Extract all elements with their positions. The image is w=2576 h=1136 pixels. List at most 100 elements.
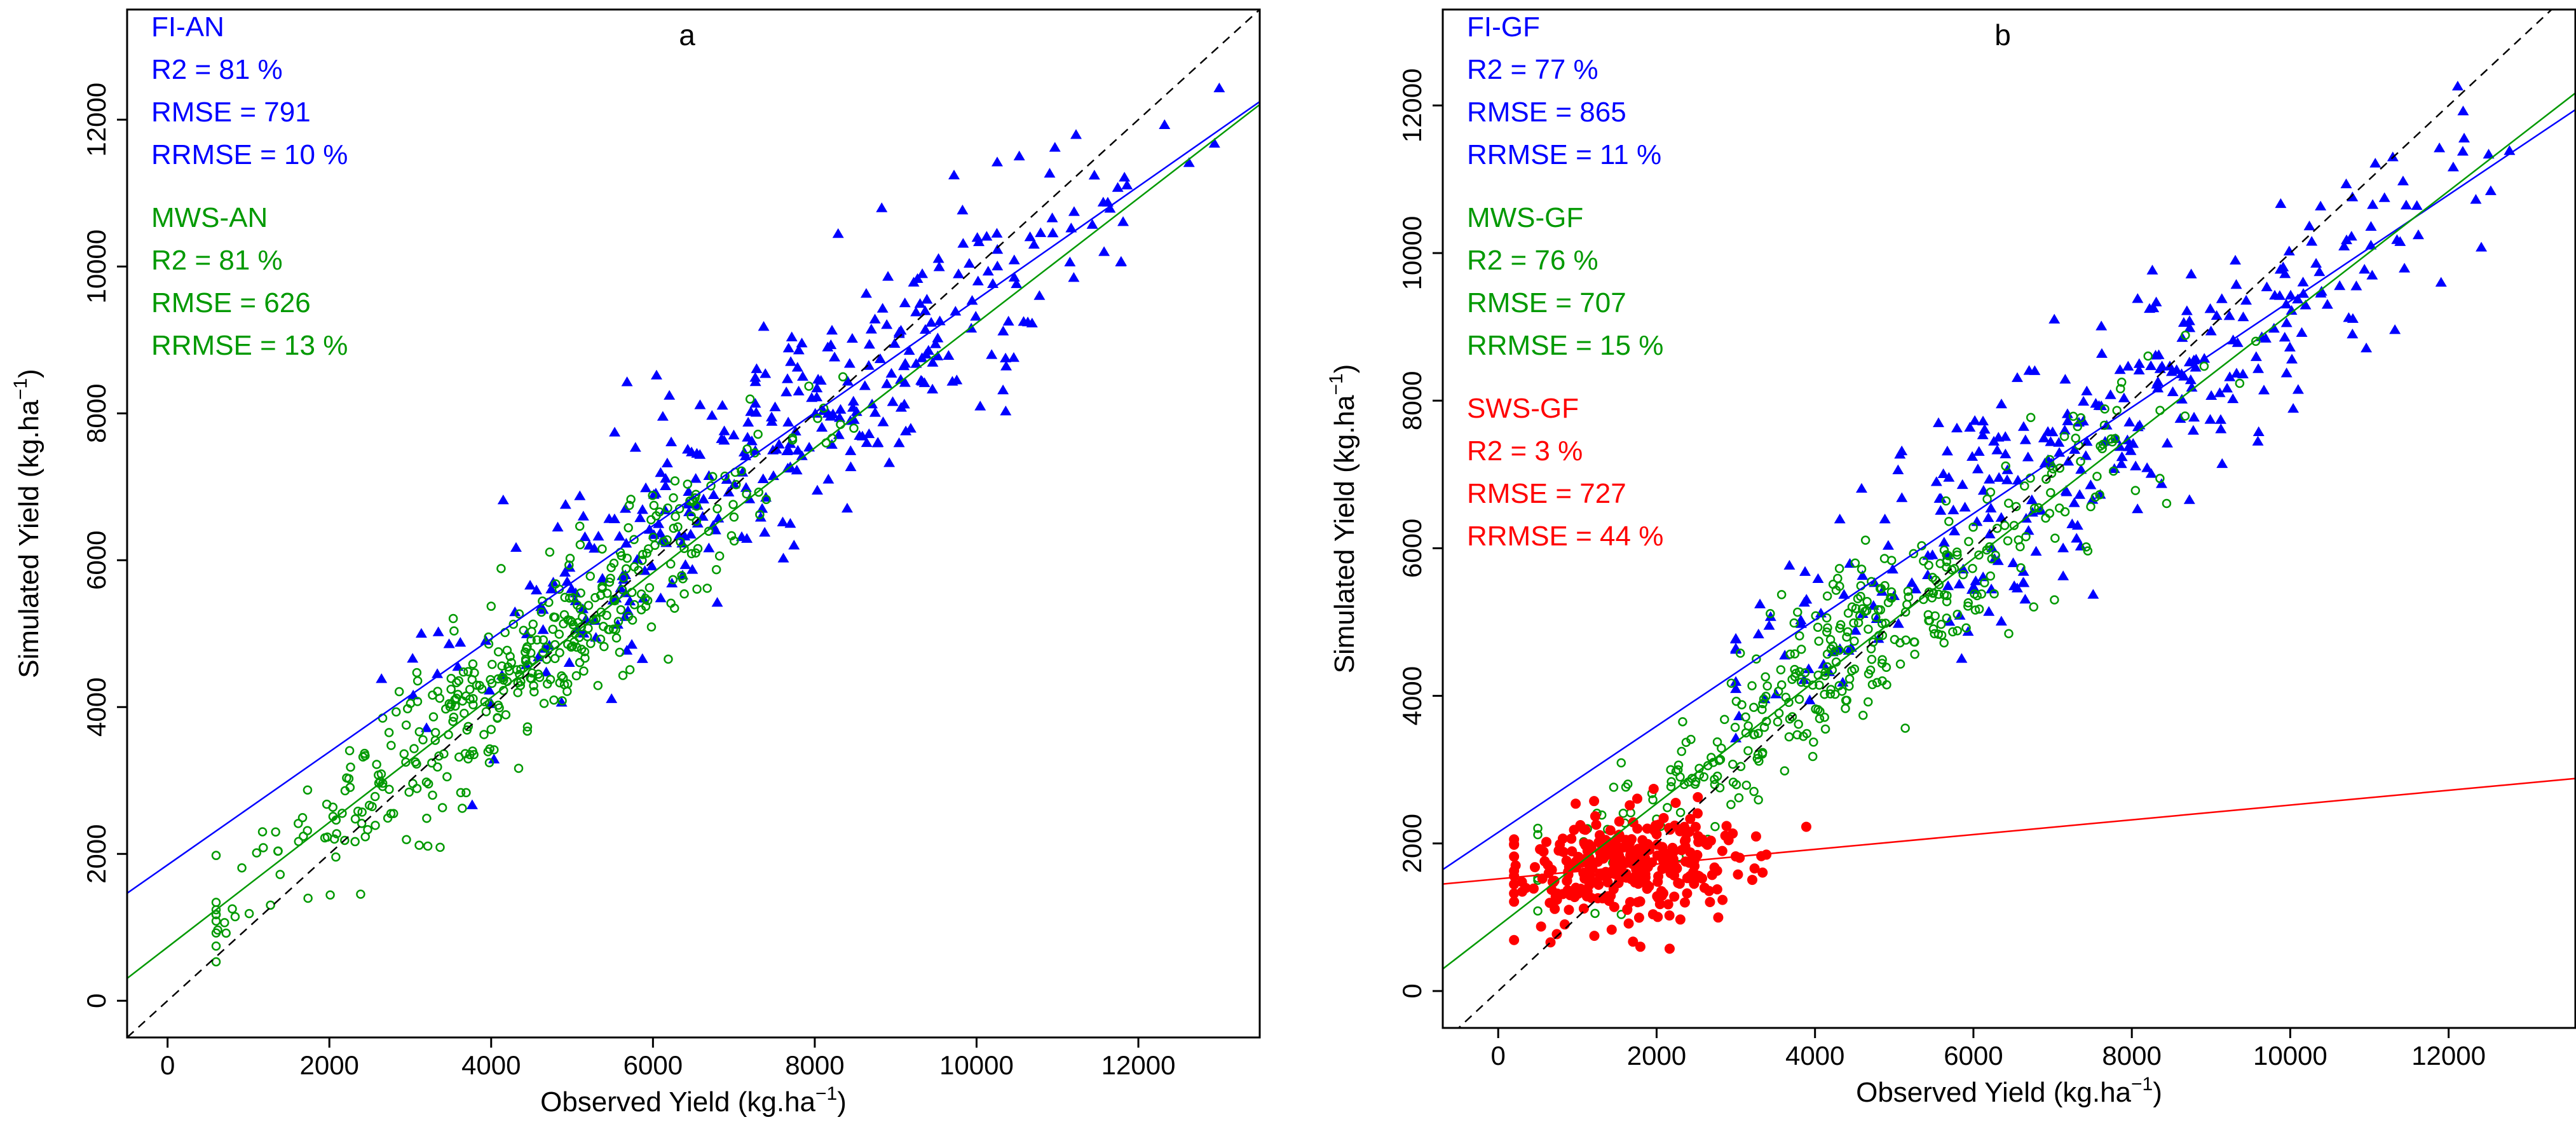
point-mws	[1910, 650, 1919, 659]
point-mws	[575, 540, 585, 550]
point-mws	[230, 912, 240, 922]
point-fi	[2399, 263, 2411, 273]
point-sws	[1614, 816, 1625, 827]
point-fi	[1947, 504, 1959, 514]
point-mws	[1977, 589, 1986, 599]
point-fi	[834, 412, 846, 422]
point-mws	[384, 728, 394, 737]
point-fi	[2053, 437, 2065, 447]
point-mws	[2180, 411, 2190, 421]
point-fi	[898, 399, 910, 409]
point-mws	[745, 394, 755, 404]
point-mws	[527, 627, 536, 636]
point-mws	[1868, 637, 1878, 647]
point-fi	[2177, 317, 2190, 327]
point-mws	[539, 699, 549, 708]
point-fi	[910, 306, 922, 317]
point-fi	[2230, 254, 2242, 265]
point-fi	[881, 378, 893, 388]
point-fi	[811, 484, 823, 495]
point-fi	[2017, 577, 2029, 587]
point-fi	[822, 474, 835, 484]
fit-line-fi	[1443, 109, 2575, 870]
point-mws	[720, 471, 730, 481]
point-fi	[1971, 516, 1983, 526]
point-sws	[1685, 847, 1696, 858]
point-sws	[1536, 921, 1546, 932]
point-fi	[564, 562, 576, 572]
point-fi	[1941, 446, 1953, 456]
point-fi	[2001, 474, 2014, 484]
point-mws	[618, 671, 628, 680]
point-mws	[1747, 681, 1757, 690]
point-sws	[1697, 873, 1708, 884]
point-fi	[590, 632, 602, 642]
y-tick-label: 0	[1397, 983, 1427, 998]
point-sws	[1584, 861, 1595, 872]
point-mws	[2004, 629, 2014, 638]
y-axis-label-close: )	[1329, 364, 1360, 374]
y-axis-label: Simulated Yield (kg.ha−1)	[1326, 364, 1360, 674]
point-fi	[2132, 503, 2144, 514]
point-fi	[2132, 293, 2144, 303]
point-fi	[657, 411, 669, 421]
point-sws	[1647, 857, 1658, 868]
point-mws	[1970, 605, 1980, 615]
point-mws	[1749, 730, 1759, 740]
point-fi	[2161, 437, 2173, 448]
point-fi	[716, 400, 728, 410]
point-fi	[1112, 182, 1124, 192]
point-fi	[986, 349, 998, 359]
point-mws	[2050, 595, 2059, 605]
point-fi	[2365, 240, 2377, 250]
point-mws	[2071, 434, 2080, 443]
point-fi	[650, 369, 662, 380]
point-fi	[2470, 194, 2482, 204]
point-fi	[1752, 628, 1764, 639]
x-tick-label: 6000	[624, 1050, 683, 1080]
point-mws	[1815, 680, 1824, 690]
x-tick-label: 10000	[2253, 1041, 2327, 1071]
point-mws	[383, 813, 393, 823]
point-fi	[860, 288, 872, 298]
point-fi	[929, 338, 941, 348]
point-mws	[568, 593, 578, 603]
point-mws	[357, 807, 367, 817]
point-fi	[883, 457, 896, 467]
point-fi	[987, 278, 999, 288]
point-mws	[211, 957, 221, 967]
point-fi	[1183, 157, 1195, 167]
point-fi	[2022, 451, 2034, 462]
x-axis-label: Observed Yield (kg.ha−1)	[1856, 1074, 2162, 1108]
point-sws	[1664, 910, 1675, 921]
point-mws	[412, 667, 422, 678]
point-mws	[1663, 803, 1672, 812]
point-mws	[411, 757, 420, 767]
point-mws	[1800, 668, 1810, 678]
point-mws	[555, 648, 564, 658]
point-fi	[694, 399, 706, 409]
point-mws	[392, 707, 401, 717]
point-mws	[529, 687, 539, 697]
point-fi	[1983, 606, 1995, 616]
point-fi	[2145, 360, 2157, 371]
point-sws	[1639, 876, 1649, 887]
point-mws	[714, 551, 725, 561]
point-mws	[1675, 807, 1686, 818]
point-fi	[793, 345, 805, 355]
stats-fi-line: RRMSE = 11 %	[1467, 139, 1661, 170]
point-mws	[1815, 706, 1825, 716]
point-mws	[1648, 795, 1658, 805]
point-sws	[1679, 897, 1690, 908]
point-fi	[621, 376, 633, 387]
point-fi	[2104, 389, 2116, 399]
point-fi	[793, 385, 805, 395]
point-fi	[749, 397, 761, 408]
point-fi	[933, 261, 945, 271]
point-mws	[497, 661, 507, 671]
point-mws	[2112, 406, 2122, 415]
point-mws	[1834, 564, 1844, 573]
point-mws	[1681, 737, 1691, 747]
point-fi	[2068, 497, 2080, 507]
